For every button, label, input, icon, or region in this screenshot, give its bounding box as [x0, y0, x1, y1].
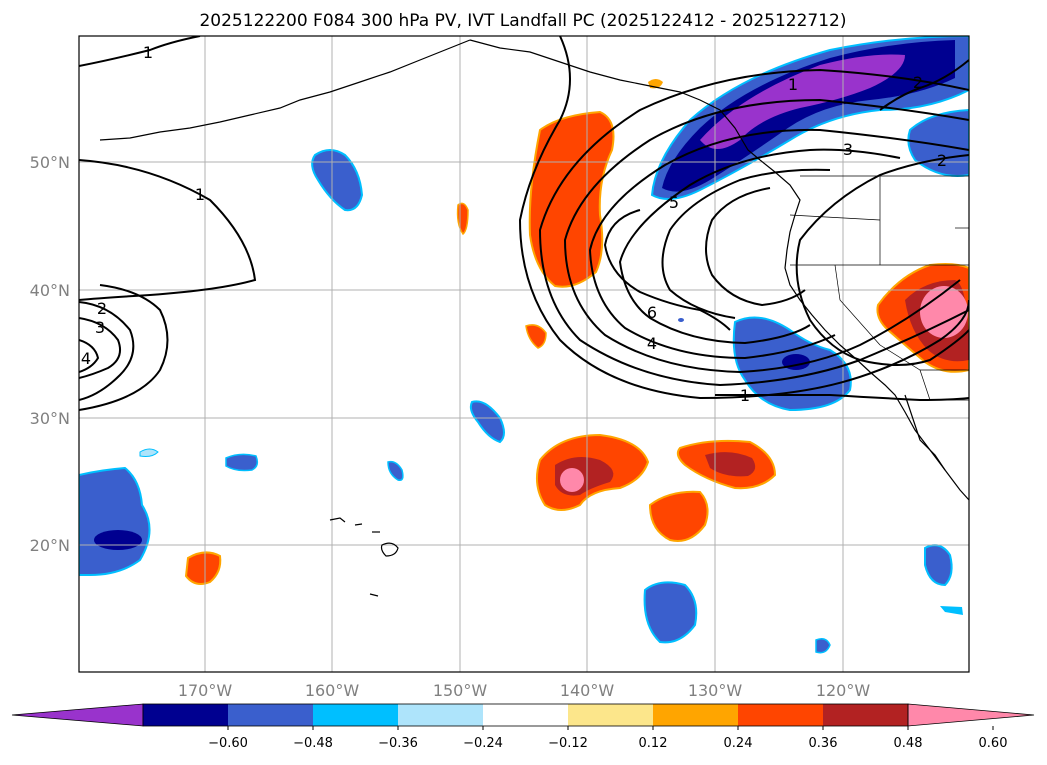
- lon-label: 130°W: [688, 681, 743, 700]
- colorbar-tick-label: −0.60: [208, 736, 248, 751]
- contour-label: 2: [97, 299, 107, 318]
- contour-label: 1: [740, 386, 750, 405]
- colorbar: −0.60 −0.48 −0.36 −0.24 −0.12 0.12 0.24 0.36 0.4…: [11, 703, 1035, 751]
- pv-positive-shading: [184, 79, 969, 585]
- colorbar-extend-low: [11, 703, 144, 727]
- latitude-labels: 50°N 40°N 30°N 20°N: [30, 153, 70, 555]
- contour-label: 4: [81, 349, 91, 368]
- colorbar-tick-label: 0.36: [809, 736, 838, 751]
- lat-label: 40°N: [30, 281, 70, 300]
- ivt-contours: [79, 36, 969, 411]
- lon-label: 120°W: [816, 681, 871, 700]
- lon-label: 140°W: [560, 681, 615, 700]
- contour-label: 2: [937, 151, 947, 170]
- map-frame: [78, 35, 970, 673]
- contour-label: 6: [647, 303, 657, 322]
- graticule: [79, 36, 969, 672]
- colorbar-segment: [568, 704, 653, 726]
- colorbar-tick-label: 0.60: [979, 736, 1008, 751]
- colorbar-segment: [653, 704, 738, 726]
- colorbar-segment: [143, 704, 228, 726]
- figure-title: 2025122200 F084 300 hPa PV, IVT Landfall…: [199, 11, 846, 31]
- map-area: 1 1 2 3 4 1 2 3 2 5 6 4 1: [79, 36, 969, 672]
- colorbar-tick-label: −0.36: [378, 736, 418, 751]
- contour-label: 3: [95, 318, 105, 337]
- coastlines: [99, 39, 969, 597]
- colorbar-segment: [313, 704, 398, 726]
- colorbar-tick-label: 0.48: [894, 736, 923, 751]
- contour-label: 1: [788, 75, 798, 94]
- contour-label: 5: [669, 193, 679, 212]
- colorbar-segment: [228, 704, 313, 726]
- lon-label: 150°W: [433, 681, 488, 700]
- lat-label: 50°N: [30, 153, 70, 172]
- colorbar-segment: [398, 704, 483, 726]
- colorbar-tick-label: −0.12: [548, 736, 588, 751]
- lat-label: 30°N: [30, 409, 70, 428]
- colorbar-extend-high: [907, 703, 1035, 727]
- contour-label: 1: [143, 43, 153, 62]
- contour-label: 4: [647, 334, 657, 353]
- contour-label: 3: [843, 140, 853, 159]
- colorbar-frame: [142, 703, 909, 727]
- colorbar-segment: [823, 704, 908, 726]
- lon-label: 160°W: [305, 681, 360, 700]
- contour-labels: 1 1 2 3 4 1 2 3 2 5 6 4 1: [81, 43, 947, 405]
- colorbar-segment: [483, 704, 568, 726]
- colorbar-segment: [738, 704, 823, 726]
- colorbar-tick-label: 0.24: [724, 736, 753, 751]
- lat-label: 20°N: [30, 536, 70, 555]
- longitude-labels: 170°W 160°W 150°W 140°W 130°W 120°W: [178, 681, 871, 700]
- colorbar-tick-label: 0.12: [639, 736, 668, 751]
- contour-label: 1: [195, 185, 205, 204]
- colorbar-tick-label: −0.48: [293, 736, 333, 751]
- contour-label: 2: [913, 73, 923, 92]
- colorbar-tick-label: −0.24: [463, 736, 503, 751]
- lon-label: 170°W: [178, 681, 233, 700]
